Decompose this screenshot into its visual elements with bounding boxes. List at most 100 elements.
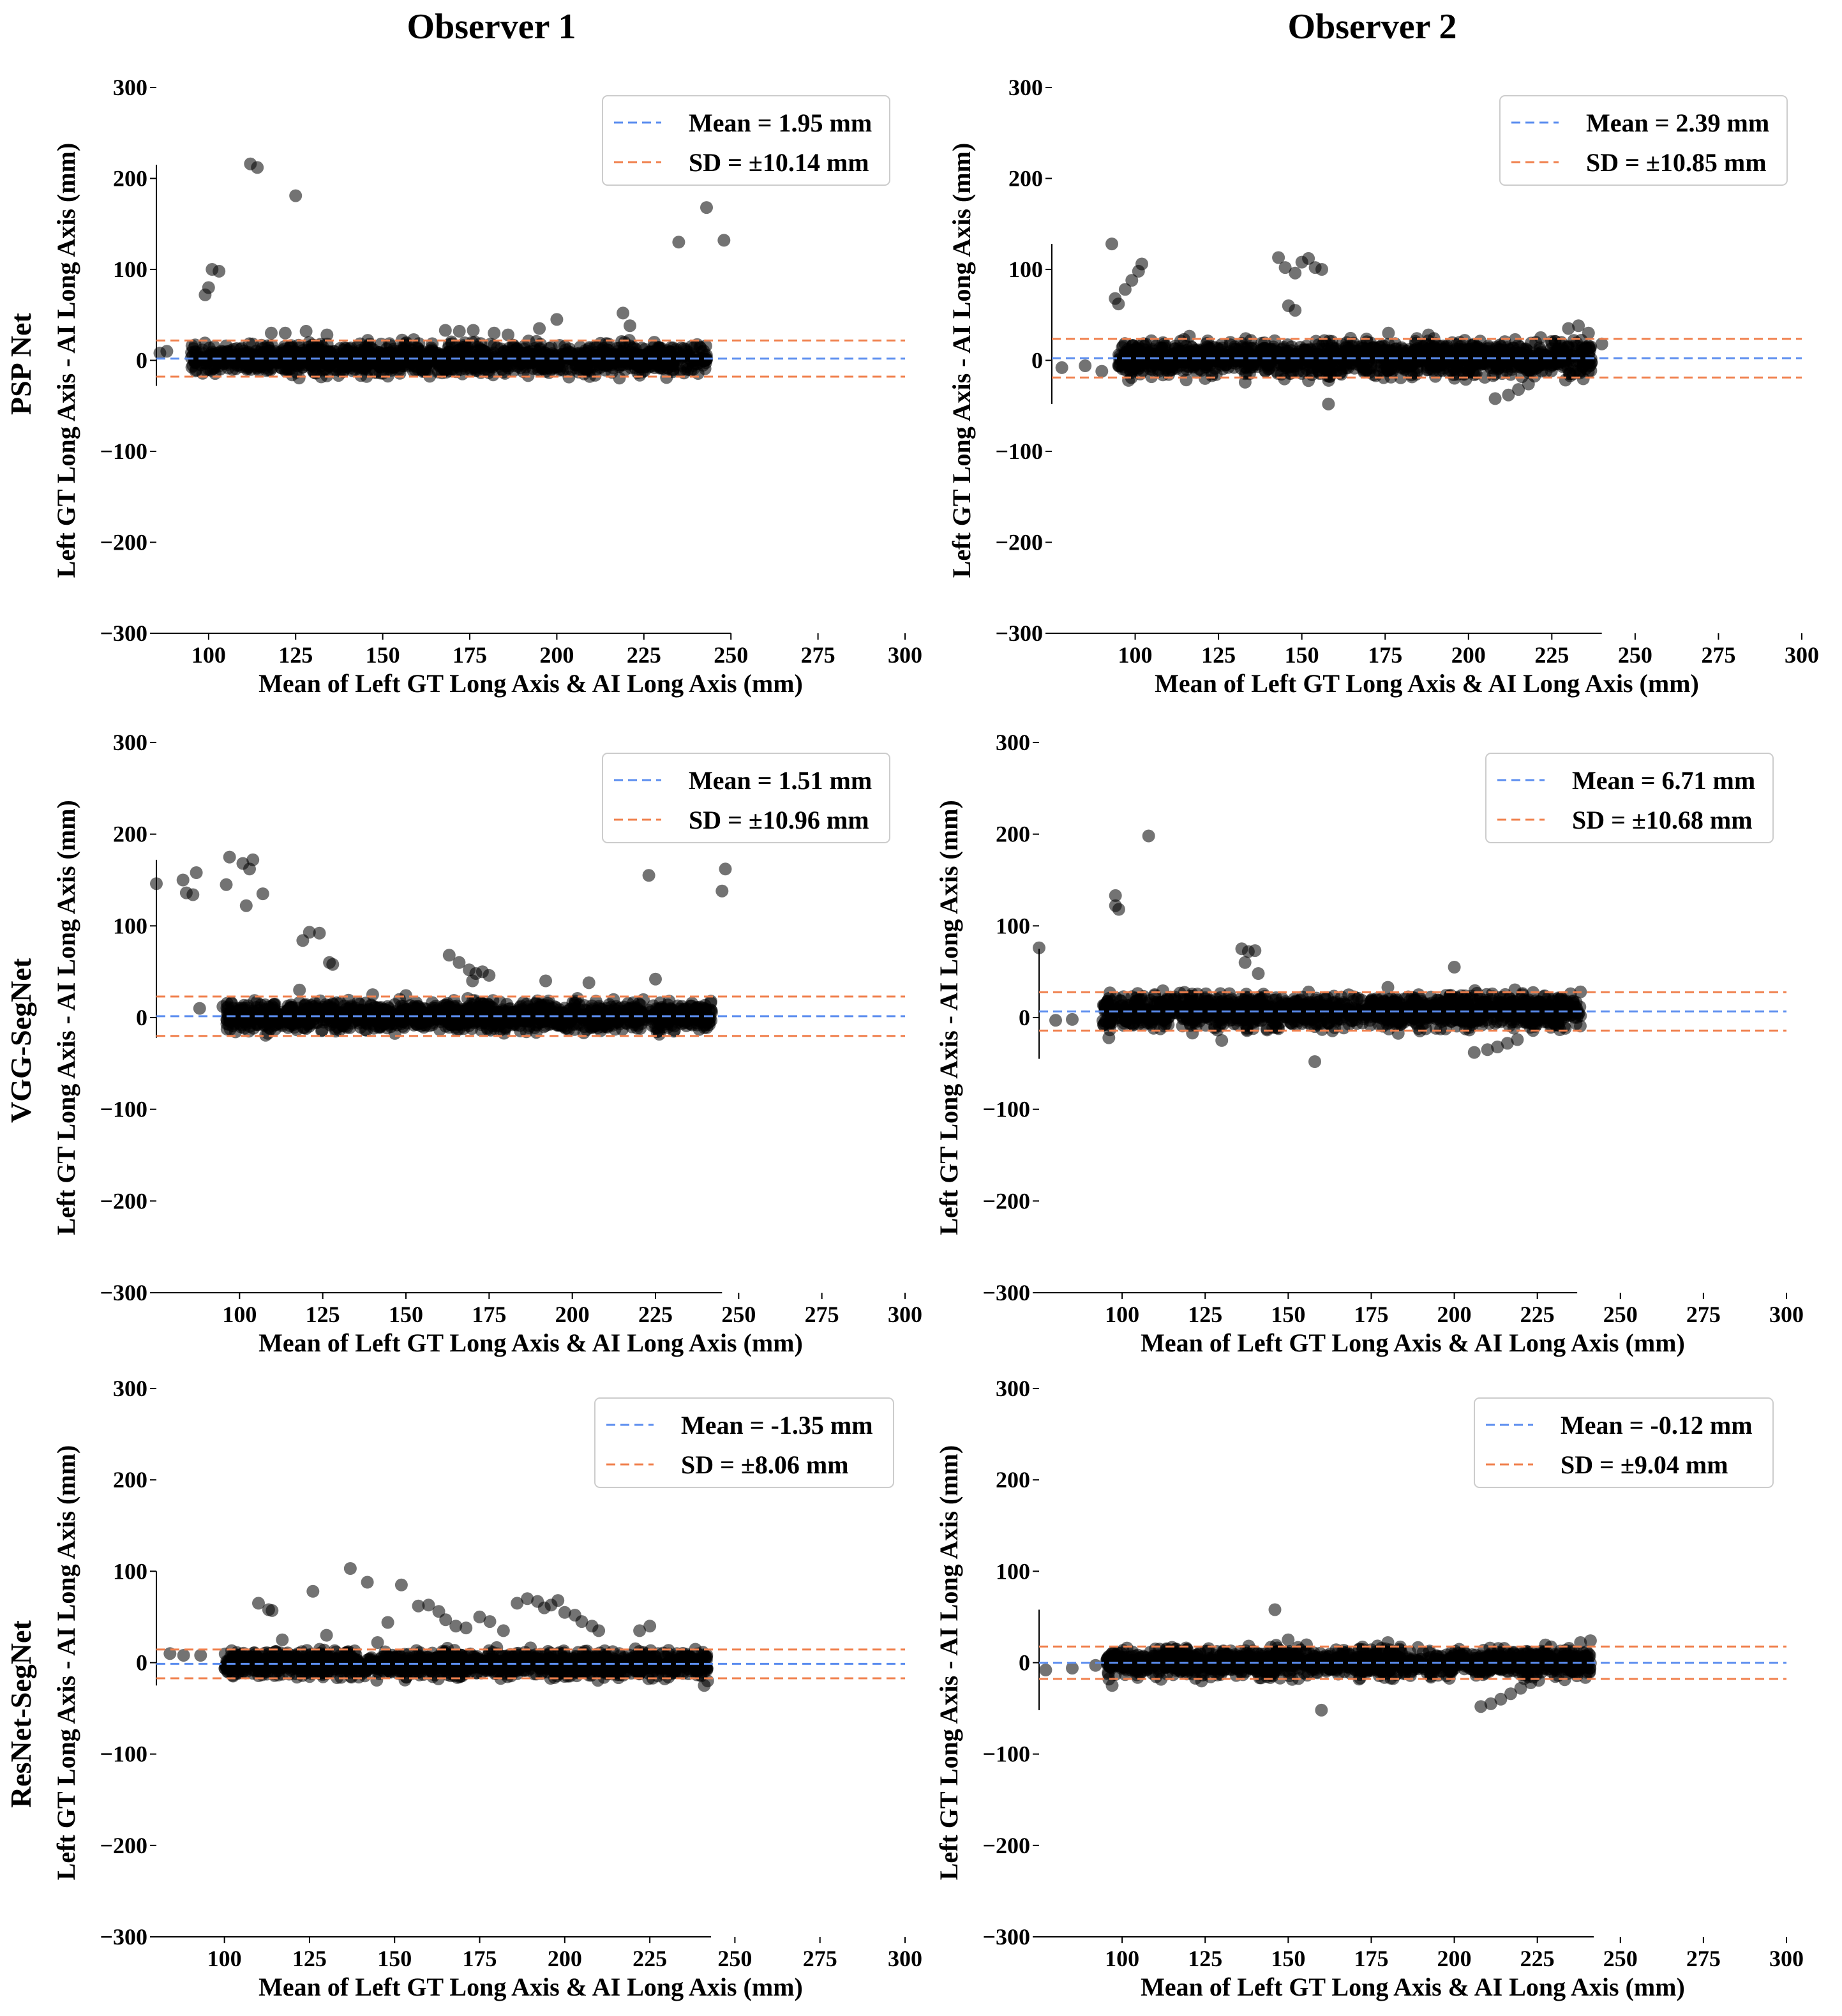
data-point bbox=[303, 1017, 316, 1030]
data-point bbox=[1523, 363, 1536, 377]
data-point bbox=[600, 1002, 613, 1015]
x-tick-label: 250 bbox=[714, 642, 748, 668]
y-tick-label: −100 bbox=[995, 439, 1043, 464]
x-axis-label: Mean of Left GT Long Axis & AI Long Axis… bbox=[258, 669, 803, 698]
legend-mean-label: Mean = 1.51 mm bbox=[689, 766, 872, 795]
data-point-outlier bbox=[251, 161, 264, 174]
data-point bbox=[664, 341, 678, 354]
data-point bbox=[227, 343, 240, 356]
x-tick-label: 150 bbox=[389, 1302, 423, 1327]
data-point bbox=[251, 361, 264, 374]
data-point-outlier bbox=[153, 347, 167, 360]
data-point bbox=[1442, 352, 1455, 366]
y-tick-label: 100 bbox=[996, 913, 1030, 938]
data-point bbox=[613, 372, 626, 385]
data-point-outlier bbox=[483, 968, 496, 982]
x-tick-label: 200 bbox=[555, 1302, 590, 1327]
data-point-outlier bbox=[299, 324, 313, 338]
y-tick-label: 300 bbox=[113, 730, 147, 755]
data-point-outlier bbox=[1289, 304, 1302, 317]
data-point bbox=[246, 1007, 258, 1020]
data-point-outlier bbox=[1315, 263, 1328, 276]
data-point-outlier bbox=[488, 326, 501, 340]
data-point bbox=[493, 1007, 506, 1020]
x-tick-label: 175 bbox=[453, 642, 487, 668]
data-point bbox=[582, 345, 595, 358]
data-point bbox=[696, 352, 709, 365]
x-tick-label: 250 bbox=[721, 1302, 756, 1327]
x-tick-label: 200 bbox=[1437, 1302, 1472, 1327]
data-point-outlier bbox=[719, 862, 732, 876]
x-tick-label: 225 bbox=[638, 1302, 673, 1327]
data-point-outlier bbox=[1582, 326, 1595, 340]
scatter-points bbox=[153, 157, 731, 385]
data-point bbox=[1412, 354, 1426, 367]
data-point-outlier bbox=[550, 313, 564, 326]
legend-sd-label: SD = ±10.14 mm bbox=[689, 148, 869, 177]
data-point bbox=[356, 345, 369, 359]
scatter-points bbox=[1055, 237, 1608, 410]
data-point-outlier bbox=[293, 983, 306, 997]
data-point bbox=[1340, 340, 1353, 354]
data-point bbox=[315, 370, 328, 384]
data-point-outlier bbox=[186, 888, 200, 901]
data-point-outlier bbox=[700, 201, 713, 214]
x-tick-label: 250 bbox=[1618, 642, 1652, 668]
scatter-points bbox=[150, 850, 732, 1042]
data-point bbox=[497, 345, 511, 359]
data-point bbox=[1127, 362, 1141, 375]
x-tick-label: 125 bbox=[1188, 1302, 1222, 1327]
x-tick-label: 275 bbox=[1701, 642, 1735, 668]
x-tick-label: 100 bbox=[191, 642, 226, 668]
data-point bbox=[433, 1012, 447, 1025]
data-point bbox=[302, 340, 315, 354]
data-point bbox=[668, 1023, 681, 1037]
data-point bbox=[1270, 365, 1284, 379]
data-point bbox=[647, 1008, 660, 1021]
data-point bbox=[346, 345, 359, 358]
data-point bbox=[637, 993, 650, 1006]
x-tick-label: 175 bbox=[472, 1302, 506, 1327]
x-tick-label: 275 bbox=[801, 642, 835, 668]
y-tick-label: 300 bbox=[1008, 75, 1043, 100]
x-tick-label: 275 bbox=[1686, 1302, 1721, 1327]
data-point bbox=[511, 359, 525, 373]
data-point bbox=[652, 353, 665, 366]
data-point bbox=[412, 337, 426, 350]
data-point bbox=[564, 347, 578, 361]
data-point-outlier bbox=[624, 319, 636, 333]
data-point-outlier bbox=[176, 873, 190, 887]
data-point bbox=[258, 998, 272, 1011]
data-point bbox=[188, 345, 202, 358]
data-point-outlier bbox=[216, 1000, 230, 1013]
data-point-outlier bbox=[246, 853, 260, 866]
data-point-outlier bbox=[453, 324, 466, 338]
data-point bbox=[477, 344, 490, 357]
data-point bbox=[440, 366, 453, 379]
x-tick-label: 150 bbox=[1271, 1302, 1305, 1327]
y-tick-label: 0 bbox=[136, 1005, 147, 1030]
data-point bbox=[379, 1016, 392, 1029]
x-tick-label: 300 bbox=[1769, 1302, 1804, 1327]
data-point bbox=[517, 996, 530, 1009]
data-point bbox=[294, 1007, 308, 1020]
data-point-outlier bbox=[1095, 365, 1109, 378]
data-point-outlier bbox=[289, 189, 303, 202]
data-point bbox=[1389, 342, 1403, 356]
data-point bbox=[460, 1003, 473, 1016]
data-point-outlier bbox=[326, 958, 340, 971]
y-tick-label: −300 bbox=[995, 621, 1043, 646]
data-point-outlier bbox=[582, 976, 595, 989]
data-point bbox=[517, 350, 530, 364]
data-point bbox=[255, 338, 268, 352]
data-point-outlier bbox=[1105, 237, 1118, 251]
data-point bbox=[1205, 369, 1218, 382]
x-tick-label: 150 bbox=[366, 642, 400, 668]
x-tick-label: 225 bbox=[627, 642, 661, 668]
y-tick-label: −300 bbox=[982, 1280, 1030, 1305]
data-point bbox=[294, 359, 307, 372]
